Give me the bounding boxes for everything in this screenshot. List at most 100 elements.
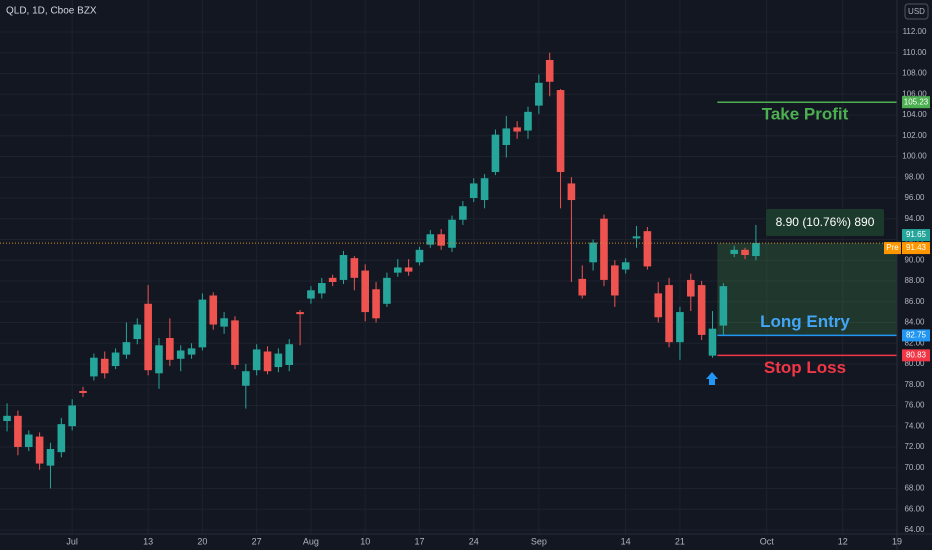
x-tick-label: Aug [303,536,319,546]
y-tick-label: 66.00 [904,504,925,513]
candle-body [252,349,261,371]
last-price-label: 91.65 [906,230,927,239]
entry-arrow [706,372,718,385]
premarket-tag: Pre [886,243,899,252]
stop-loss-label: Stop Loss [764,358,846,377]
y-tick-label: 108.00 [902,69,927,78]
y-tick-label: 94.00 [904,214,925,223]
candle-body [643,231,652,267]
y-tick-label: 104.00 [902,110,927,119]
position-tool: Take Profit Long Entry Stop Loss 8.90 (10.7… [0,101,897,377]
x-tick-label: Oct [760,536,775,546]
candle-body [697,285,706,335]
candle-body [676,312,684,343]
premarket-price-box [902,242,930,255]
candle-body [437,234,445,246]
candle-body [350,258,359,278]
candle-body [176,350,185,359]
take-profit-price-label: 105.23 [904,97,929,106]
candle-body [57,424,66,453]
candle-body [90,357,98,377]
candle-body [383,277,391,304]
profit-zone [717,243,897,336]
candle-body [491,134,500,173]
candles [3,52,760,489]
candle-body [144,303,152,371]
premarket-tag-box [884,242,901,255]
candle-body [611,265,619,296]
candle-body [752,243,760,257]
candle-body [361,270,370,313]
y-tick-label: 68.00 [904,484,925,493]
candle-body [513,127,521,132]
candle-body [480,178,489,201]
entry-price-box [902,329,930,342]
x-tick-label: 19 [892,536,902,546]
y-tick-label: 106.00 [902,89,927,98]
y-tick-label: 88.00 [904,276,925,285]
chart-title: QLD, 1D, Cboe BZX [6,6,97,17]
take-profit-label: Take Profit [762,105,849,124]
candle-body [567,183,576,201]
candle-body [307,290,315,299]
candle-body [24,434,33,447]
candle-body [545,59,554,82]
stop-loss-price-box [902,349,930,362]
candle-body [741,249,749,256]
candle-body [111,352,120,367]
y-tick-label: 90.00 [904,255,925,264]
y-tick-label: 70.00 [904,463,925,472]
candle-body [708,328,717,356]
y-tick-label: 74.00 [904,421,925,430]
y-tick-label: 76.00 [904,401,925,410]
position-overlay [717,243,897,336]
entry-price-label: 82.75 [906,331,927,340]
x-tick-label: 24 [469,536,479,546]
y-tick-label: 102.00 [902,131,927,140]
candle-body [632,236,641,239]
candle-body [220,318,228,327]
currency-box[interactable] [904,3,929,20]
y-tick-label: 96.00 [904,193,925,202]
candle-body [209,295,218,325]
candle-body [502,128,511,146]
candle-body [198,299,207,348]
x-tick-label: 27 [252,536,262,546]
stop-loss-price-label: 80.83 [906,350,927,359]
y-tick-label: 82.00 [904,338,925,347]
y-tick-label: 86.00 [904,297,925,306]
x-tick-label: 12 [838,536,848,546]
candle-body [621,262,630,270]
x-tick-label: 14 [621,536,631,546]
candle-body [46,449,55,466]
candle-body [393,267,402,273]
take-profit-price-box [902,96,930,109]
candle-body [274,353,283,368]
currency: USD [908,7,925,16]
candle-body [166,338,174,360]
y-tick-label: 80.00 [904,359,925,368]
candle-body [469,183,478,198]
last-price-box [902,229,930,242]
x-tick-label: 20 [197,536,207,546]
candle-body [79,390,87,394]
y-tick-label: 112.00 [903,27,927,36]
candle-body [133,324,142,340]
candle-body [589,242,597,263]
candle-body [730,249,739,254]
candle-body [719,286,728,326]
candle-body [296,312,304,315]
candle-body [122,342,131,355]
axes: 64.00 66.00 68.00 70.00 72.00 74.00 76.00 78.00… [66,27,930,546]
candle-body [339,255,348,280]
candle-body [285,344,294,365]
x-tick-label: 17 [414,536,424,546]
candle-body [372,289,380,319]
candle-body [231,320,239,365]
candle-body [578,278,587,296]
candle-body [426,234,435,245]
x-tick-label: 21 [675,536,685,546]
x-tick-label: 10 [360,536,370,546]
candle-body [317,283,326,294]
